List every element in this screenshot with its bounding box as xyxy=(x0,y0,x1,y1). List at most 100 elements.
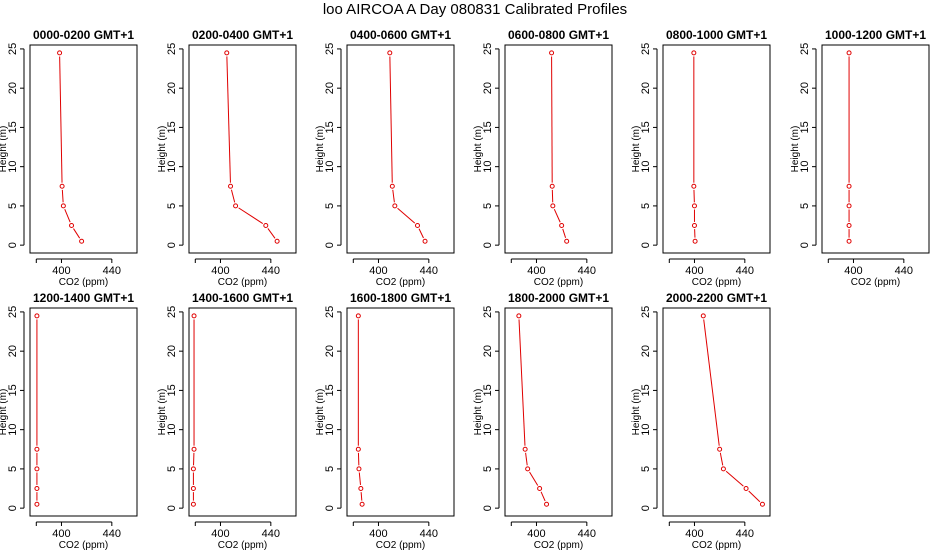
x-axis-label: CO2 (ppm) xyxy=(59,540,108,550)
x-tick-label: 440 xyxy=(262,265,280,277)
y-tick-label: 5 xyxy=(166,466,178,472)
x-axis-label: CO2 (ppm) xyxy=(692,540,741,550)
data-point xyxy=(700,313,706,319)
data-point xyxy=(717,446,723,452)
plot-frame xyxy=(188,44,297,254)
x-tick-label: 400 xyxy=(52,265,70,277)
profile-panel: 1000-1200 GMT+1 0 5 10 15 20 25 Height (m) 400 44… xyxy=(790,28,930,288)
data-point xyxy=(233,203,239,209)
data-point xyxy=(564,238,570,244)
data-point xyxy=(422,238,428,244)
y-axis-label: Height (m) xyxy=(0,126,9,173)
data-point xyxy=(355,313,361,319)
x-axis-label: CO2 (ppm) xyxy=(218,540,267,550)
x-tick-label: 400 xyxy=(844,265,862,277)
x-tick-label: 440 xyxy=(578,265,596,277)
y-tick-label: 0 xyxy=(324,242,336,248)
data-point xyxy=(549,183,555,189)
y-axis-label: Height (m) xyxy=(315,126,326,173)
data-point xyxy=(274,238,280,244)
x-axis-label: CO2 (ppm) xyxy=(534,540,583,550)
profile-segment xyxy=(226,56,231,183)
y-tick-label: 5 xyxy=(799,203,811,209)
x-tick-label: 400 xyxy=(211,265,229,277)
data-point xyxy=(34,501,40,507)
y-tick-label: 10 xyxy=(7,161,19,173)
data-point xyxy=(356,466,362,472)
y-axis-label: Height (m) xyxy=(631,126,642,173)
data-point xyxy=(59,183,65,189)
y-tick-label: 5 xyxy=(482,203,494,209)
data-point xyxy=(846,238,852,244)
y-tick-label: 25 xyxy=(324,43,336,55)
profile-segment xyxy=(719,452,724,466)
profile-panel: 1400-1600 GMT+1 0 5 10 15 20 25 Height (m) 400 44… xyxy=(157,291,297,550)
profile-segment xyxy=(358,472,361,485)
plot-frame xyxy=(504,307,613,517)
data-point xyxy=(691,223,697,229)
x-tick-label: 440 xyxy=(262,528,280,540)
profile-segment xyxy=(562,228,567,238)
x-tick-label: 440 xyxy=(420,528,438,540)
y-tick-label: 25 xyxy=(799,43,811,55)
x-tick-label: 400 xyxy=(685,528,703,540)
y-tick-label: 20 xyxy=(7,82,19,94)
x-axis-label: CO2 (ppm) xyxy=(851,277,900,288)
profile-segment xyxy=(540,491,546,502)
x-axis-label: CO2 (ppm) xyxy=(376,277,425,288)
panel-title: 2000-2200 GMT+1 xyxy=(666,291,767,305)
data-point xyxy=(392,203,398,209)
profile-segment xyxy=(518,319,526,446)
data-point xyxy=(516,313,522,319)
data-point xyxy=(559,223,565,229)
data-point xyxy=(34,446,40,452)
profile-panel: 1800-2000 GMT+1 0 5 10 15 20 25 Height (m) 400 44… xyxy=(473,291,613,550)
y-tick-label: 10 xyxy=(482,161,494,173)
data-point xyxy=(522,446,528,452)
plot-frame xyxy=(504,44,613,254)
x-tick-label: 400 xyxy=(369,528,387,540)
plot-frame xyxy=(188,307,297,517)
data-point xyxy=(57,50,63,56)
panel-title: 0600-0800 GMT+1 xyxy=(508,28,609,42)
y-tick-label: 0 xyxy=(640,242,652,248)
data-point xyxy=(691,203,697,209)
data-point xyxy=(525,466,531,472)
x-tick-label: 440 xyxy=(578,528,596,540)
data-point xyxy=(224,50,230,56)
panel-title: 1000-1200 GMT+1 xyxy=(825,28,926,42)
y-axis-label: Height (m) xyxy=(157,389,168,436)
data-point xyxy=(846,223,852,229)
data-point xyxy=(69,223,75,229)
y-tick-label: 15 xyxy=(482,121,494,133)
data-point xyxy=(358,486,364,492)
panel-title: 0000-0200 GMT+1 xyxy=(33,28,134,42)
y-tick-label: 15 xyxy=(324,384,336,396)
y-tick-label: 20 xyxy=(482,82,494,94)
y-tick-label: 25 xyxy=(482,43,494,55)
x-tick-label: 400 xyxy=(52,528,70,540)
data-point xyxy=(846,50,852,56)
data-point xyxy=(549,50,555,56)
y-tick-label: 5 xyxy=(7,466,19,472)
y-tick-label: 10 xyxy=(166,161,178,173)
x-axis-label: CO2 (ppm) xyxy=(534,277,583,288)
y-tick-label: 10 xyxy=(799,161,811,173)
y-tick-label: 0 xyxy=(799,242,811,248)
data-point xyxy=(355,446,361,452)
y-tick-label: 0 xyxy=(7,242,19,248)
profile-segment xyxy=(230,189,236,203)
y-tick-label: 10 xyxy=(640,161,652,173)
y-tick-label: 5 xyxy=(324,203,336,209)
y-tick-label: 15 xyxy=(7,384,19,396)
panel-title: 1400-1600 GMT+1 xyxy=(192,291,293,305)
data-point xyxy=(846,203,852,209)
y-tick-label: 0 xyxy=(640,505,652,511)
y-tick-label: 25 xyxy=(324,306,336,318)
profile-segment xyxy=(553,208,561,223)
y-tick-label: 5 xyxy=(482,466,494,472)
y-tick-label: 25 xyxy=(7,306,19,318)
data-point xyxy=(544,501,550,507)
profile-panel: 1600-1800 GMT+1 0 5 10 15 20 25 Height (m) 400 44… xyxy=(315,291,455,550)
data-point xyxy=(691,183,697,189)
